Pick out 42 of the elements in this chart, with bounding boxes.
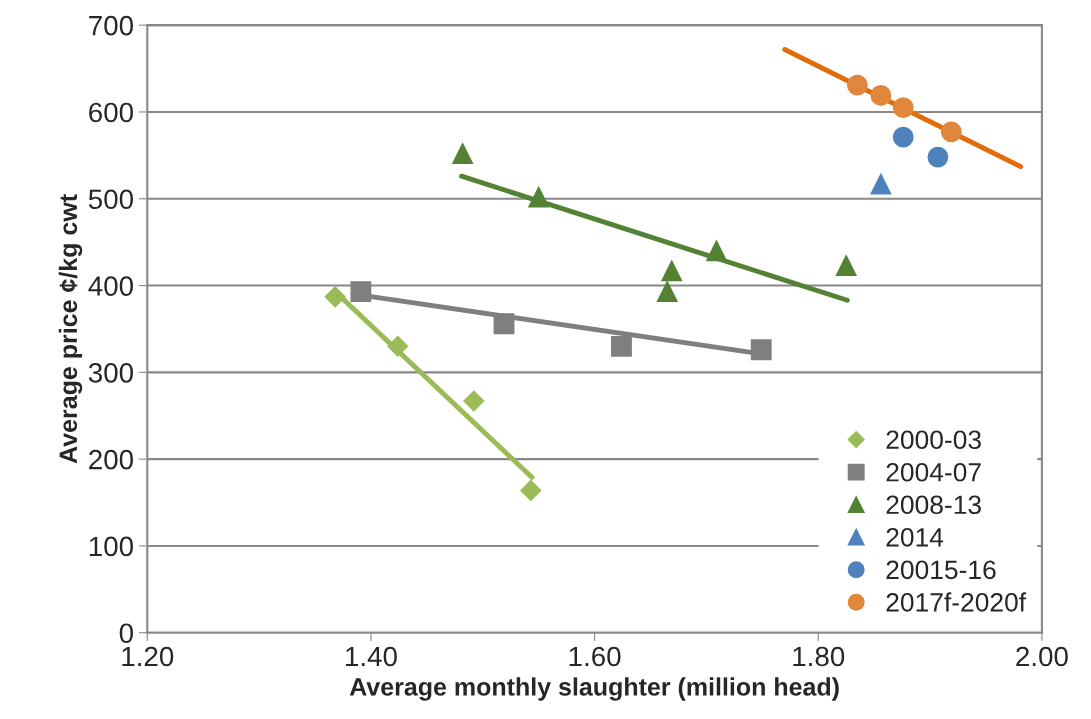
legend-label: 20015-16 [886,560,996,580]
x-tick-label: 1.40 [346,646,397,667]
point [452,143,474,165]
y-tick-label: 700 [89,15,134,36]
x-axis-title: Average monthly slaughter (million head) [349,677,839,701]
point [892,97,914,119]
legend-label: 2008-13 [886,495,981,515]
point [870,173,892,195]
point [324,286,346,308]
point [528,186,550,208]
point [940,121,962,143]
point [892,126,914,148]
y-tick-label: 0 [119,623,134,644]
point [350,281,372,303]
y-tick-label: 200 [89,449,134,470]
point [706,240,727,262]
legend-label: 2017f-2020f [886,592,1027,612]
x-tick-label: 2.00 [1016,646,1068,667]
legend-label: 2014 [886,527,944,547]
point [846,74,868,96]
point [493,313,515,335]
point [870,85,892,106]
point [750,339,772,361]
y-tick-label: 400 [88,276,134,296]
point [520,479,542,501]
x-tick-label: 1.20 [122,646,174,667]
y-tick-label: 500 [88,189,134,210]
point [835,255,857,277]
point [656,281,678,303]
point [463,390,485,412]
y-tick-label: 300 [88,363,134,383]
point [661,260,683,282]
legend-label: 2000-03 [886,430,981,450]
legend-label: 2004-07 [886,462,981,482]
point [387,335,409,357]
x-tick-label: 1.80 [793,646,845,667]
x-tick-label: 1.60 [569,646,621,667]
point [927,146,949,168]
y-tick-label: 600 [89,102,134,123]
point [611,335,632,357]
y-tick-label: 100 [89,536,134,557]
y-axis-title: Average price ¢/kg cwt [58,194,83,464]
